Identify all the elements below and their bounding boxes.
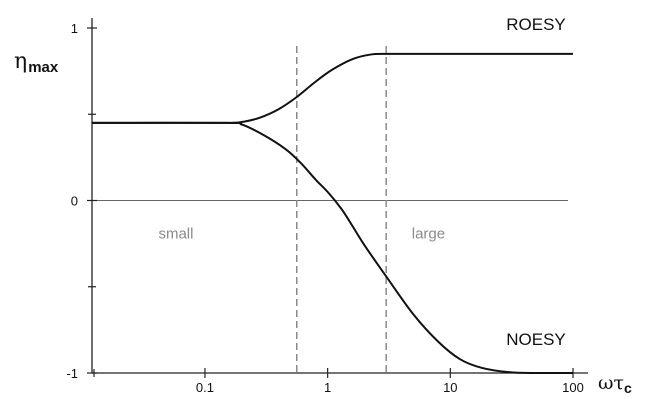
y-axis-label: ηmax	[14, 49, 59, 76]
y-tick-label: 1	[71, 21, 78, 36]
reference-lines	[92, 46, 568, 373]
region-label-large: large	[412, 226, 445, 243]
region-label-small: small	[158, 226, 193, 243]
x-tick-label: 0.1	[196, 380, 214, 395]
chart-labels: ROESY NOESY small large ηmax ωτc	[14, 15, 632, 396]
series-curves	[91, 52, 574, 375]
y-axis-label-sub: max	[28, 59, 59, 76]
x-axis-label: ωτc	[598, 372, 632, 396]
roesy-series-label: ROESY	[506, 15, 566, 34]
noesy-curve	[91, 121, 574, 375]
x-tick-label: 10	[443, 380, 457, 395]
x-tick-label: 100	[562, 380, 584, 395]
y-axis-label-main: η	[14, 49, 27, 74]
axes: 10-10.1 1 10 100	[66, 18, 588, 395]
x-axis-label-sub: c	[624, 380, 632, 396]
x-axis-label-main: ωτ	[598, 372, 624, 394]
y-tick-label: 0	[71, 194, 78, 209]
noesy-series-label: NOESY	[506, 330, 566, 349]
x-tick-label: 1	[324, 380, 331, 395]
y-tick-label: -1	[66, 366, 78, 381]
roesy-curve	[92, 52, 573, 124]
